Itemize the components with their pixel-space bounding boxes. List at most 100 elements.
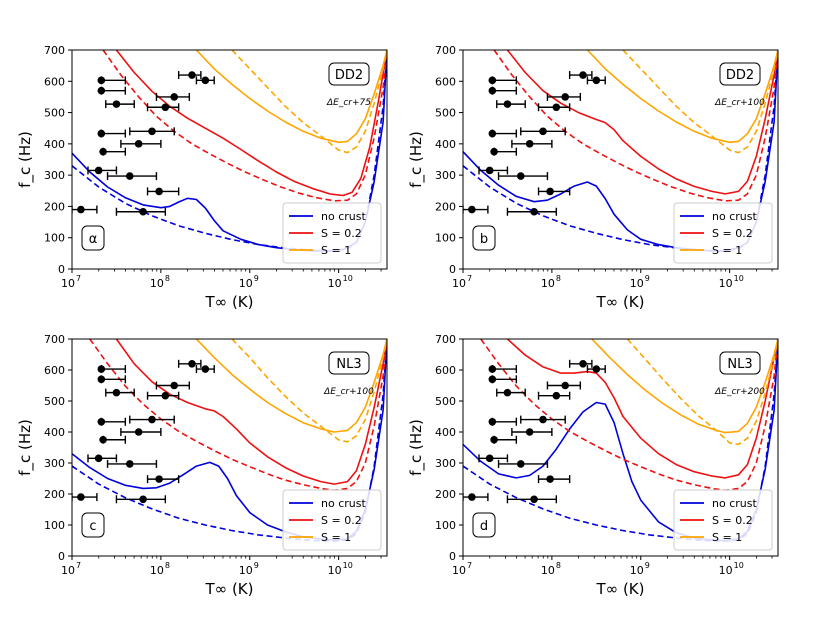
data-point — [120, 428, 162, 436]
y-tick-label: 300 — [435, 457, 456, 470]
point-marker — [201, 365, 210, 373]
energy-annotation: ΔE_cr+75 — [326, 98, 371, 108]
point-marker — [94, 454, 103, 463]
point-marker — [112, 388, 121, 397]
data-point — [106, 459, 158, 468]
model-label: DD2 — [726, 68, 754, 83]
data-point — [129, 127, 175, 136]
data-point — [463, 205, 489, 214]
point-marker — [485, 454, 494, 463]
x-tick-exponent: 7 — [76, 274, 81, 283]
point-marker — [561, 381, 570, 390]
point-marker — [155, 475, 163, 483]
point-marker — [488, 86, 497, 95]
y-tick-label: 300 — [44, 169, 65, 182]
data-point — [72, 493, 98, 502]
y-tick-label: 700 — [435, 333, 456, 346]
point-marker — [539, 415, 547, 424]
data-point — [97, 417, 127, 426]
panel-label: b — [480, 232, 488, 247]
y-tick-label: 500 — [435, 395, 456, 408]
data-point — [511, 139, 553, 148]
point-marker — [139, 207, 147, 216]
point-marker — [97, 417, 106, 426]
x-tick-label: 10 — [328, 564, 342, 577]
energy-annotation: ΔE_cr+100 — [714, 98, 765, 108]
x-axis-label: T∞ (K) — [205, 293, 254, 311]
x-axis-label: T∞ (K) — [596, 580, 645, 598]
x-tick-exponent: 10 — [734, 274, 744, 283]
point-marker — [561, 93, 570, 101]
legend-label: no crust — [712, 497, 757, 510]
data-point — [478, 166, 509, 175]
point-marker — [148, 127, 156, 136]
x-axis-label: T∞ (K) — [596, 293, 645, 311]
point-marker — [97, 375, 106, 384]
point-marker — [488, 375, 497, 384]
x-tick-exponent: 9 — [254, 561, 259, 570]
y-tick-label: 100 — [435, 232, 456, 245]
point-marker — [155, 187, 163, 196]
point-marker — [161, 103, 170, 112]
data-point — [99, 435, 127, 444]
series-line-s-1-dashed — [626, 339, 778, 446]
panel-label: c — [89, 519, 96, 534]
series-line-s-1 — [586, 50, 778, 144]
point-marker — [170, 93, 179, 101]
data-point — [97, 129, 127, 138]
data-point — [496, 388, 526, 397]
point-marker — [99, 147, 107, 156]
legend-box — [282, 489, 382, 551]
point-marker — [539, 127, 547, 136]
y-tick-label: 600 — [44, 75, 65, 88]
y-tick-label: 700 — [44, 333, 65, 346]
point-marker — [530, 207, 538, 216]
x-tick-exponent: 8 — [165, 274, 170, 283]
data-point — [537, 187, 571, 196]
x-tick-label: 10 — [61, 277, 75, 290]
y-tick-label: 500 — [44, 395, 65, 408]
data-point — [115, 495, 167, 504]
legend-label: S = 1 — [321, 244, 351, 257]
panel-label: α — [89, 232, 98, 247]
series-line-no-crust-dashed — [463, 339, 778, 542]
data-point — [105, 100, 135, 109]
point-marker — [77, 205, 85, 214]
point-marker — [134, 428, 143, 436]
point-marker — [488, 76, 497, 85]
panel-label: d — [480, 519, 488, 534]
point-marker — [201, 76, 210, 85]
data-point — [511, 428, 553, 436]
data-point — [497, 459, 549, 468]
data-point — [105, 388, 135, 397]
y-tick-label: 500 — [435, 107, 456, 120]
data-point — [146, 187, 180, 196]
data-point — [115, 207, 167, 216]
point-marker — [530, 495, 538, 504]
point-marker — [516, 460, 525, 468]
data-point — [463, 493, 489, 502]
series-line-no-crust-dashed — [72, 339, 387, 542]
model-label-box — [719, 351, 761, 375]
y-tick-label: 200 — [44, 200, 65, 213]
data-point — [146, 103, 180, 112]
data-point — [496, 100, 526, 109]
point-marker — [77, 493, 85, 501]
data-point — [490, 435, 518, 444]
point-marker — [468, 205, 476, 214]
data-point — [537, 391, 571, 400]
y-tick-label: 600 — [435, 364, 456, 377]
legend-label: no crust — [712, 210, 757, 223]
y-tick-label: 700 — [435, 44, 456, 57]
data-point — [546, 381, 582, 390]
y-tick-label: 600 — [44, 364, 65, 377]
y-tick-label: 700 — [44, 44, 65, 57]
x-tick-label: 10 — [150, 277, 164, 290]
data-point — [488, 365, 518, 374]
x-axis-label: T∞ (K) — [205, 580, 254, 598]
y-tick-label: 400 — [435, 426, 456, 439]
point-marker — [546, 187, 554, 196]
x-tick-label: 10 — [61, 564, 75, 577]
